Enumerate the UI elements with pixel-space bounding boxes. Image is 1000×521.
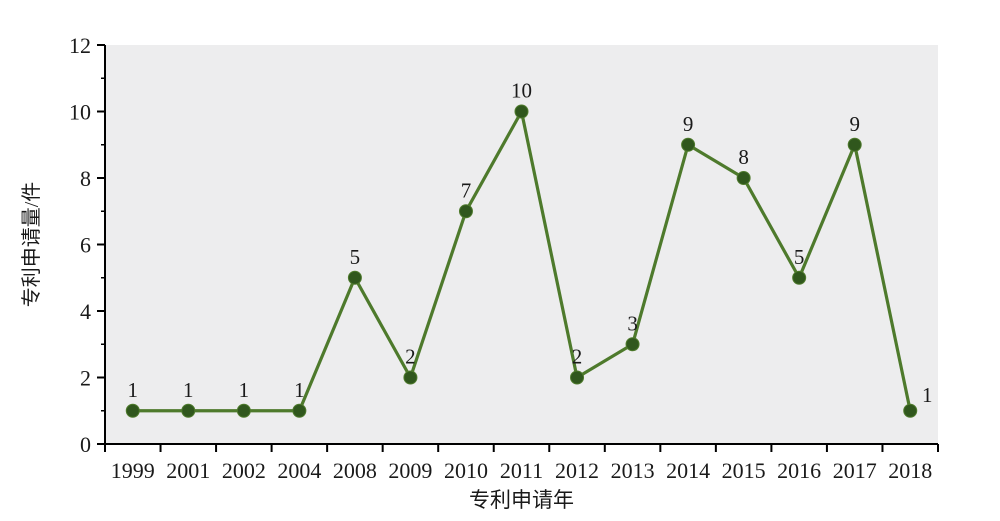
x-tick-label: 2017 (833, 458, 877, 483)
x-tick-label: 2015 (722, 458, 766, 483)
y-tick-label: 0 (80, 432, 91, 457)
x-tick-label: 2012 (555, 458, 599, 483)
y-tick-label: 4 (80, 299, 91, 324)
data-point (236, 403, 251, 418)
data-point-label: 2 (572, 345, 583, 369)
data-point-label: 5 (350, 245, 361, 269)
y-tick-label: 8 (80, 166, 91, 191)
data-point (625, 337, 640, 352)
x-tick-label: 2004 (277, 458, 321, 483)
x-tick-label: 2011 (500, 458, 543, 483)
data-point (181, 403, 196, 418)
x-tick-label: 2016 (777, 458, 821, 483)
x-tick-label: 2001 (166, 458, 210, 483)
x-tick-label: 2013 (611, 458, 655, 483)
data-point-label: 1 (239, 378, 250, 402)
data-point (736, 171, 751, 185)
y-tick-label: 10 (69, 100, 91, 125)
data-point-label: 1 (922, 383, 933, 407)
data-point-label: 5 (794, 245, 805, 269)
x-tick-label: 2002 (222, 458, 266, 483)
data-point (125, 403, 140, 418)
data-point-label: 9 (683, 112, 694, 136)
data-point (347, 270, 362, 285)
x-tick-label: 2008 (333, 458, 377, 483)
data-point (514, 104, 529, 119)
data-point-label: 3 (627, 311, 638, 335)
x-tick-label: 1999 (111, 458, 155, 483)
data-point-label: 7 (461, 178, 472, 202)
data-point-label: 8 (738, 145, 749, 169)
y-tick-label: 6 (80, 233, 91, 258)
data-point (792, 270, 807, 285)
x-tick-label: 2018 (888, 458, 932, 483)
data-point-label: 10 (511, 79, 532, 103)
data-point (847, 137, 862, 152)
data-point-label: 1 (128, 378, 139, 402)
x-axis-title: 专利申请年 (469, 488, 574, 512)
data-point-label: 9 (849, 112, 860, 136)
data-point (403, 370, 418, 385)
data-point (570, 370, 585, 385)
x-tick-label: 2010 (444, 458, 488, 483)
x-tick-label: 2014 (666, 458, 710, 483)
data-point (292, 403, 307, 418)
data-point-label: 1 (183, 378, 194, 402)
y-tick-label: 12 (69, 33, 91, 58)
y-axis-title: 专利申请量/件 (20, 182, 43, 308)
data-point (681, 137, 696, 152)
data-point-label: 1 (294, 378, 305, 402)
y-tick-label: 2 (80, 366, 91, 391)
data-point (903, 403, 918, 418)
data-point (458, 204, 473, 219)
x-tick-label: 2009 (388, 458, 432, 483)
data-point-label: 2 (405, 345, 416, 369)
